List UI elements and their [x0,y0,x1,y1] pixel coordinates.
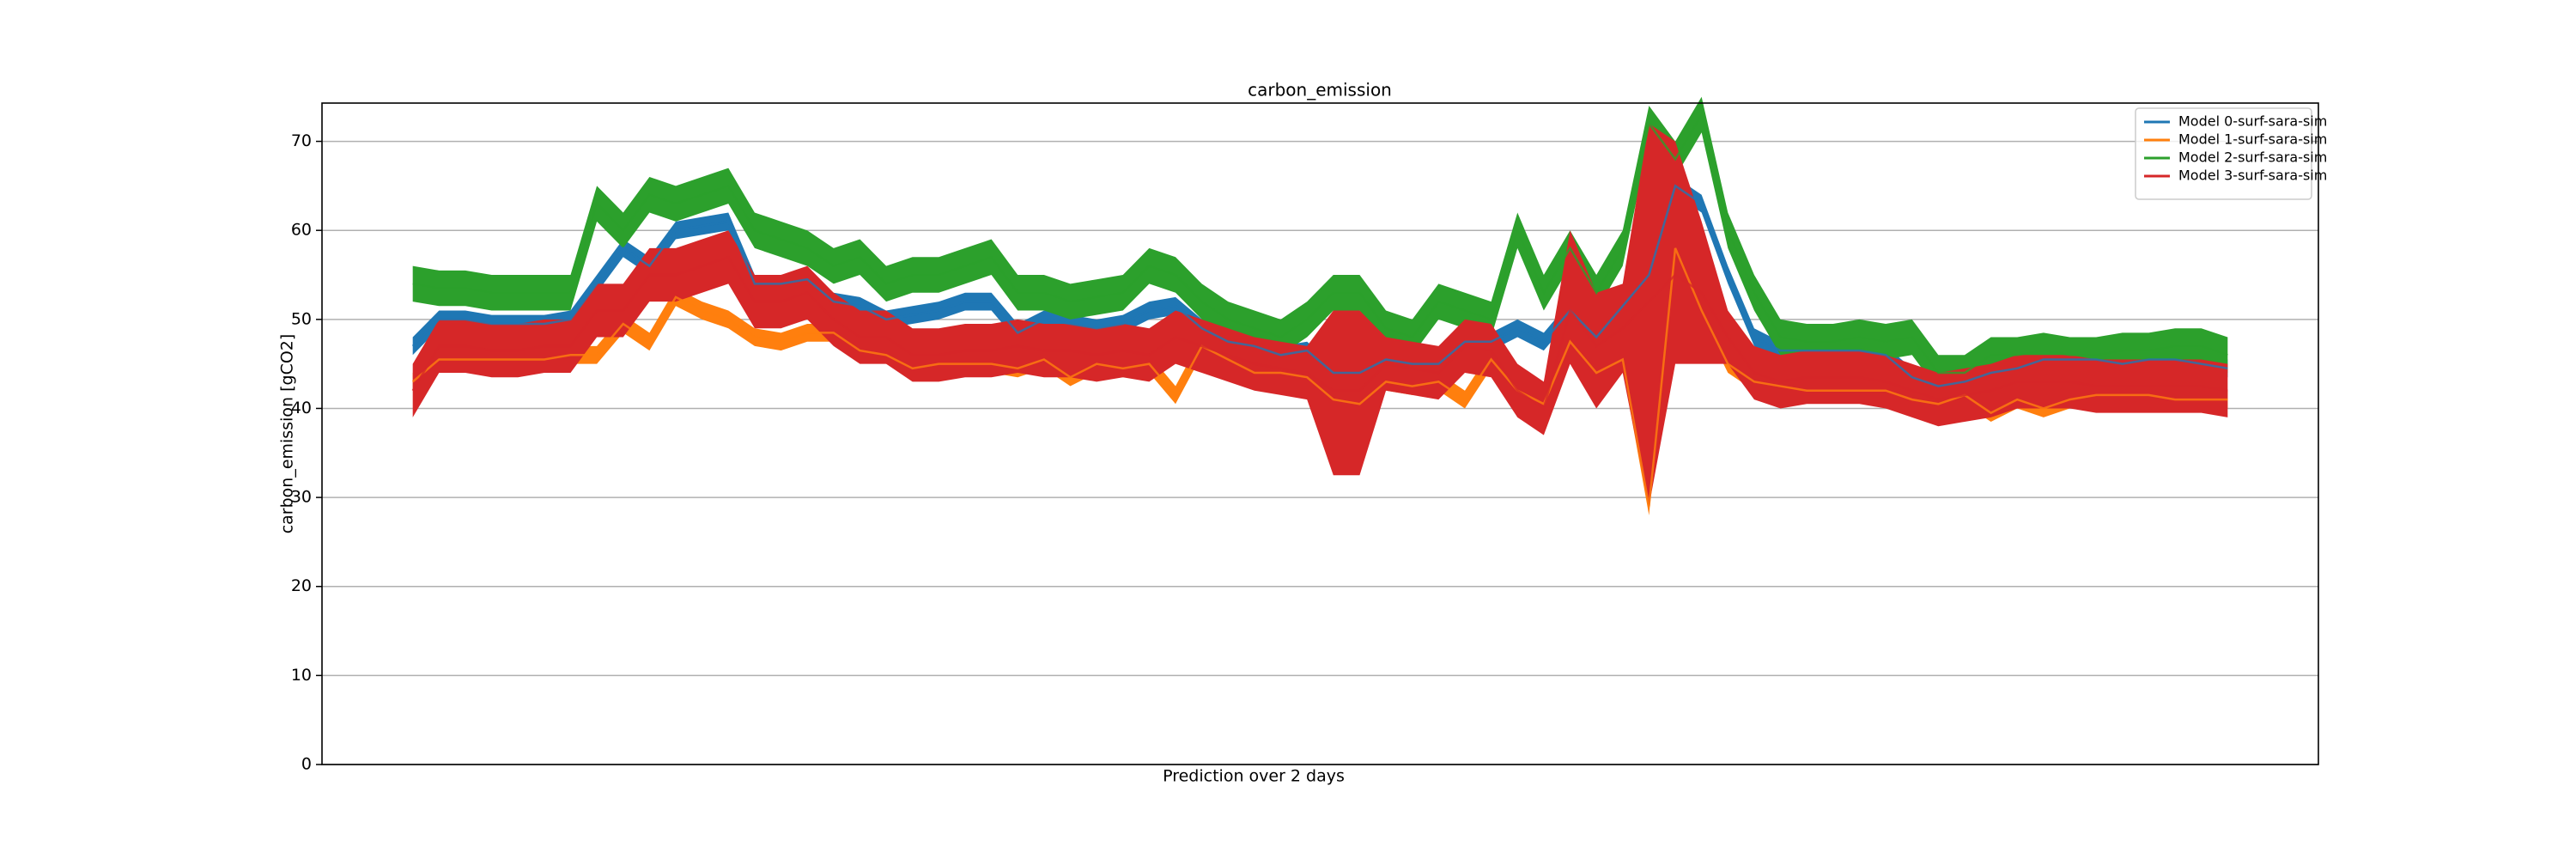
y-tick-label: 50 [291,309,312,328]
y-tick-label: 70 [291,131,312,150]
y-tick-label: 10 [291,666,312,685]
x-axis-label: Prediction over 2 days [1163,767,1345,786]
line [411,255,2228,411]
legend-label: Model 2-surf-sara-sim [2178,149,2327,166]
y-tick-label: 20 [291,576,312,595]
bands [412,96,2228,515]
legend-box [2135,107,2312,200]
line [412,112,2228,375]
legend-label: Model 0-surf-sara-sim [2178,113,2327,130]
legend-label: Model 3-surf-sara-sim [2178,168,2327,184]
y-tick-label: 60 [291,221,312,240]
lines [411,112,2228,507]
chart-title: carbon_emission [1248,80,1392,101]
line [411,247,2228,507]
band [412,123,2228,507]
y-tick-label: 40 [291,399,312,417]
plot-frame [321,102,2319,765]
y-axis-label: carbon_emission [gCO2] [278,334,297,534]
band [412,96,2228,391]
legend-label: Model 1-surf-sara-sim [2178,131,2327,148]
line [411,184,2228,387]
y-tick-label: 30 [291,488,312,507]
y-tick-label: 0 [301,755,312,774]
